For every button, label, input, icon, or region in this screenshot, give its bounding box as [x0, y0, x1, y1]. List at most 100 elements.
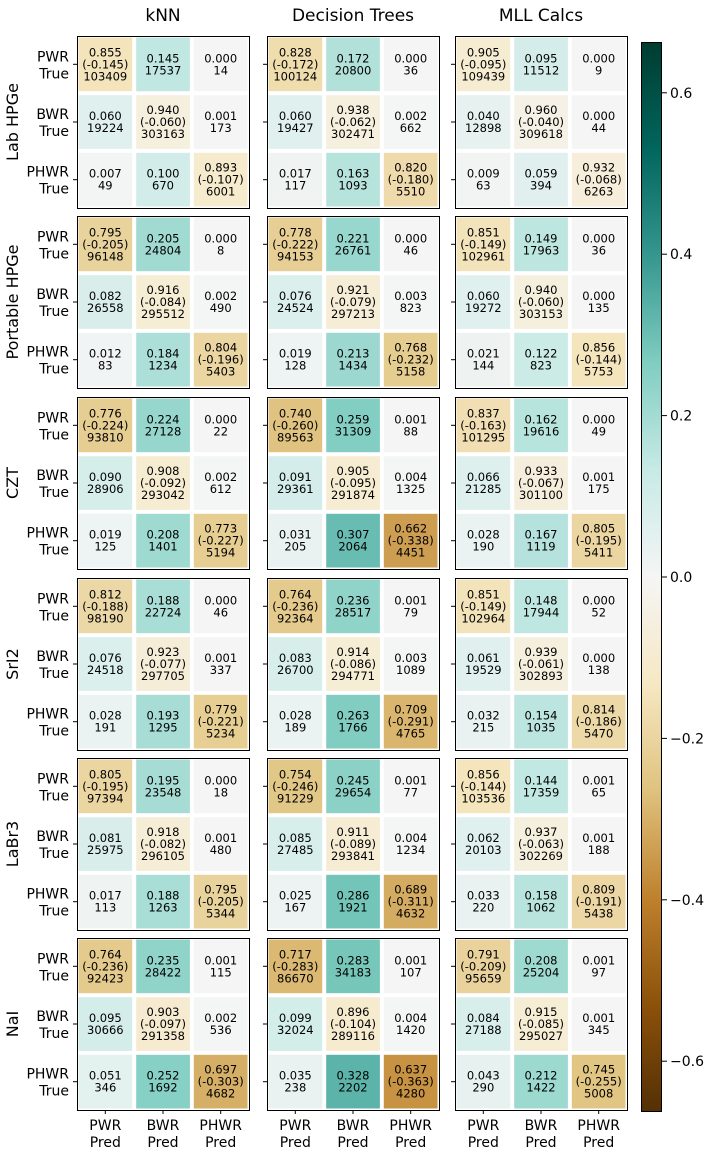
cell-value-label: 0.193 — [147, 709, 180, 723]
heatmap-cell — [383, 332, 438, 387]
cell-value-label: (-0.104) — [330, 1017, 376, 1031]
cell-value-label: 20103 — [465, 843, 502, 857]
heatmap-cell — [571, 513, 626, 568]
cell-value-label: (-0.283) — [272, 959, 318, 973]
cell-value-label: (-0.084) — [140, 295, 186, 309]
heatmap-cell — [383, 217, 438, 272]
heatmap-cell — [571, 817, 626, 871]
cell-value-label: 0.921 — [337, 283, 370, 297]
cell-value-label: 0.002 — [394, 109, 427, 123]
heatmap-cell — [78, 275, 133, 329]
cell-value-label: (-0.079) — [330, 295, 376, 309]
heatmap-cell — [136, 759, 190, 814]
cell-value-label: 4765 — [396, 727, 425, 741]
heatmap-cell — [268, 275, 323, 329]
cell-value-label: 6001 — [206, 185, 235, 199]
heatmap-cell — [326, 939, 380, 994]
heatmap-cell — [383, 874, 438, 929]
column-title-knn: kNN — [145, 6, 180, 26]
cell-value-label: 0.001 — [582, 773, 615, 787]
heatmap-cell — [383, 759, 438, 814]
cell-value-label: 0.060 — [89, 109, 122, 123]
cell-value-label: 289116 — [331, 1029, 375, 1043]
cell-value-label: (-0.082) — [140, 837, 186, 851]
cell-value-label: 302471 — [331, 127, 375, 141]
cell-value-label: 36 — [591, 243, 606, 257]
heatmap-cell — [514, 95, 568, 149]
cell-value-label: 0.000 — [582, 651, 615, 665]
cell-value-label: (-0.061) — [518, 657, 564, 671]
cell-value-label: (-0.163) — [460, 418, 506, 432]
cell-value-label: 8 — [217, 243, 224, 257]
cell-value-label: 32024 — [277, 1023, 314, 1037]
cell-value-label: 0.059 — [525, 167, 558, 181]
heatmap-cell — [383, 152, 438, 207]
cell-value-label: 0.837 — [467, 406, 500, 420]
heatmap-cell — [514, 275, 568, 329]
x-tick-label: Pred — [583, 1135, 614, 1151]
cell-value-label: 295512 — [141, 307, 185, 321]
cell-value-label: (-0.188) — [82, 599, 128, 613]
cell-value-label: (-0.095) — [330, 476, 376, 490]
cell-value-label: 293042 — [141, 488, 185, 502]
heatmap-cell — [383, 398, 438, 453]
y-tick-label: True — [38, 304, 69, 320]
cell-value-label: 138 — [588, 663, 610, 677]
y-tick-label: True — [38, 904, 69, 920]
colorbar-frame — [641, 42, 662, 1112]
heatmap-cell — [383, 1054, 438, 1109]
cell-value-label: 5510 — [396, 185, 425, 199]
cell-value-label: 0.814 — [582, 703, 615, 717]
heatmap-cell — [571, 152, 626, 207]
heatmap-cell — [193, 579, 248, 634]
heatmap-cell — [383, 95, 438, 149]
heatmap-cell — [193, 874, 248, 929]
cell-value-label: 0.001 — [394, 593, 427, 607]
heatmap-cell — [193, 275, 248, 329]
heatmap-cell — [193, 152, 248, 207]
cell-value-label: 0.099 — [279, 1011, 312, 1025]
cell-value-label: 662 — [400, 121, 422, 135]
heatmap-cell — [268, 637, 323, 691]
cell-value-label: (-0.195) — [82, 779, 128, 793]
panel-frame — [77, 578, 250, 751]
y-tick-label: BWR — [36, 107, 69, 123]
heatmap-cell — [136, 817, 190, 871]
colorbar-tick-label: −0.4 — [670, 893, 704, 909]
cell-value-label: 0.004 — [394, 831, 427, 845]
heatmap-cell — [326, 997, 380, 1051]
cell-value-label: 220 — [472, 901, 494, 915]
heatmap-cell — [136, 694, 190, 749]
heatmap-cell — [571, 579, 626, 634]
cell-value-label: 46 — [403, 243, 418, 257]
cell-value-label: 0.000 — [394, 51, 427, 65]
panel-portable-hpge-mll-calcs: 0.851(-0.149)1029610.149179630.000360.06… — [456, 217, 626, 387]
x-tick-label: Pred — [147, 1135, 178, 1151]
heatmap-cell — [193, 37, 248, 92]
cell-value-label: 0.091 — [279, 470, 312, 484]
cell-value-label: 98190 — [87, 611, 124, 625]
cell-value-label: 1062 — [526, 901, 555, 915]
cell-value-label: 77 — [403, 785, 418, 799]
cell-value-label: 0.933 — [525, 464, 558, 478]
y-tick-label: True — [38, 485, 69, 501]
heatmap-cell — [268, 456, 323, 510]
heatmap-cell — [571, 759, 626, 814]
cell-value-label: 0.778 — [279, 225, 312, 239]
cell-value-label: 22 — [213, 424, 228, 438]
cell-value-label: 291874 — [331, 488, 375, 502]
cell-value-label: 1766 — [338, 721, 367, 735]
heatmap-cell — [268, 513, 323, 568]
cell-value-label: (-0.363) — [388, 1075, 434, 1089]
cell-value-label: 31309 — [335, 424, 372, 438]
heatmap-cell — [514, 513, 568, 568]
cell-value-label: 28906 — [87, 482, 124, 496]
panel-frame — [77, 397, 250, 570]
cell-value-label: (-0.063) — [518, 837, 564, 851]
cell-value-label: 25204 — [523, 965, 560, 979]
cell-value-label: 0.938 — [337, 103, 370, 117]
cell-value-label: 0.745 — [582, 1063, 615, 1077]
cell-value-label: 1263 — [148, 901, 177, 915]
cell-value-label: 26700 — [277, 663, 314, 677]
